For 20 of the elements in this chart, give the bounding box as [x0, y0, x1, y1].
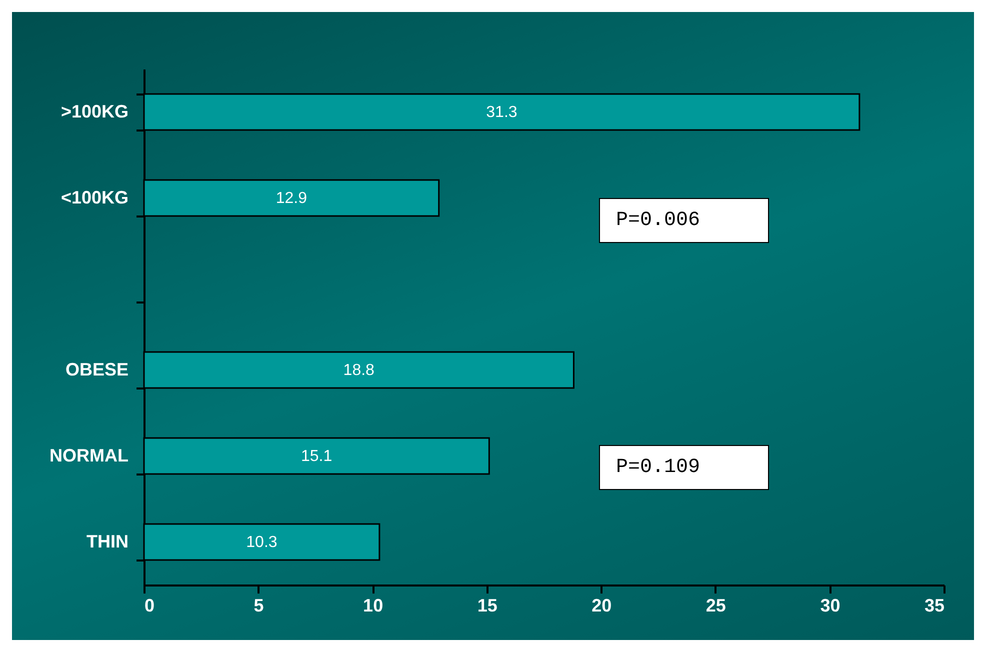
y-tick-label: THIN	[86, 532, 128, 552]
data-label: 10.3	[246, 534, 278, 551]
x-tick-label: 35	[924, 596, 944, 616]
x-tick-label: 25	[706, 596, 726, 616]
text-box: P=0.006	[599, 198, 769, 243]
y-tick-label: OBESE	[65, 360, 128, 380]
y-tick-label: <100KG	[60, 188, 128, 208]
x-tick-label: 20	[592, 596, 612, 616]
y-tick-label: >100KG	[60, 102, 128, 122]
x-tick-label: 0	[144, 596, 155, 616]
text-box: P=0.109	[599, 445, 769, 490]
data-label: 15.1	[301, 448, 332, 465]
x-tick-label: 10	[363, 596, 384, 616]
x-tick-label: 15	[477, 596, 498, 616]
x-tick-label: 30	[820, 596, 840, 616]
data-label: 31.3	[486, 104, 518, 121]
x-tick-label: 5	[254, 596, 264, 616]
data-label: 12.9	[276, 190, 308, 207]
data-label: 18.8	[343, 362, 375, 379]
y-tick-label: NORMAL	[50, 446, 128, 466]
